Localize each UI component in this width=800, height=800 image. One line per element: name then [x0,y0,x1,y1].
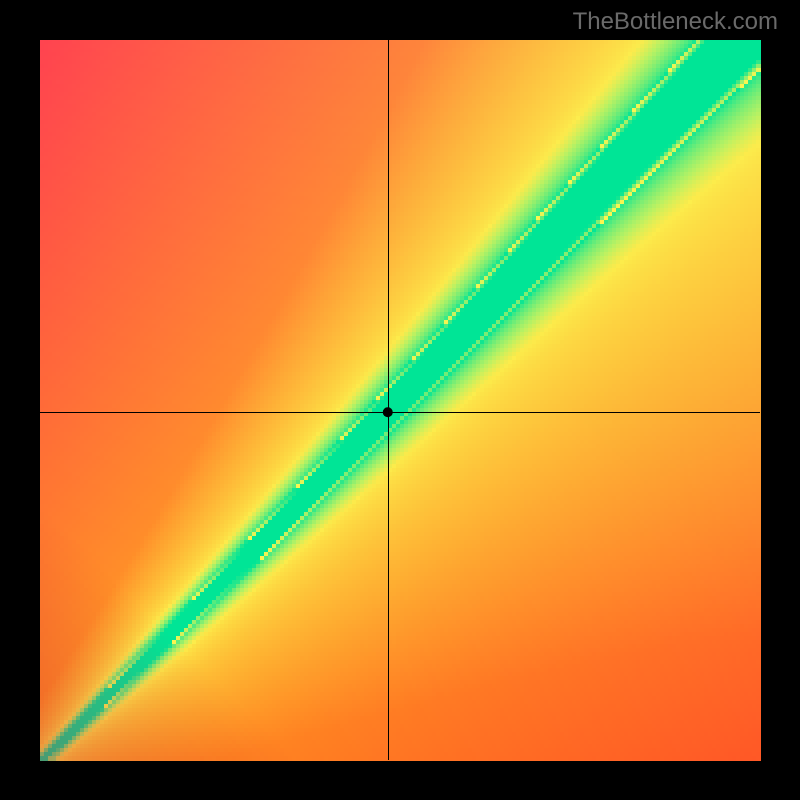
watermark-text: TheBottleneck.com [573,8,778,36]
chart-stage: TheBottleneck.com [0,0,800,800]
heatmap-canvas [0,0,800,800]
